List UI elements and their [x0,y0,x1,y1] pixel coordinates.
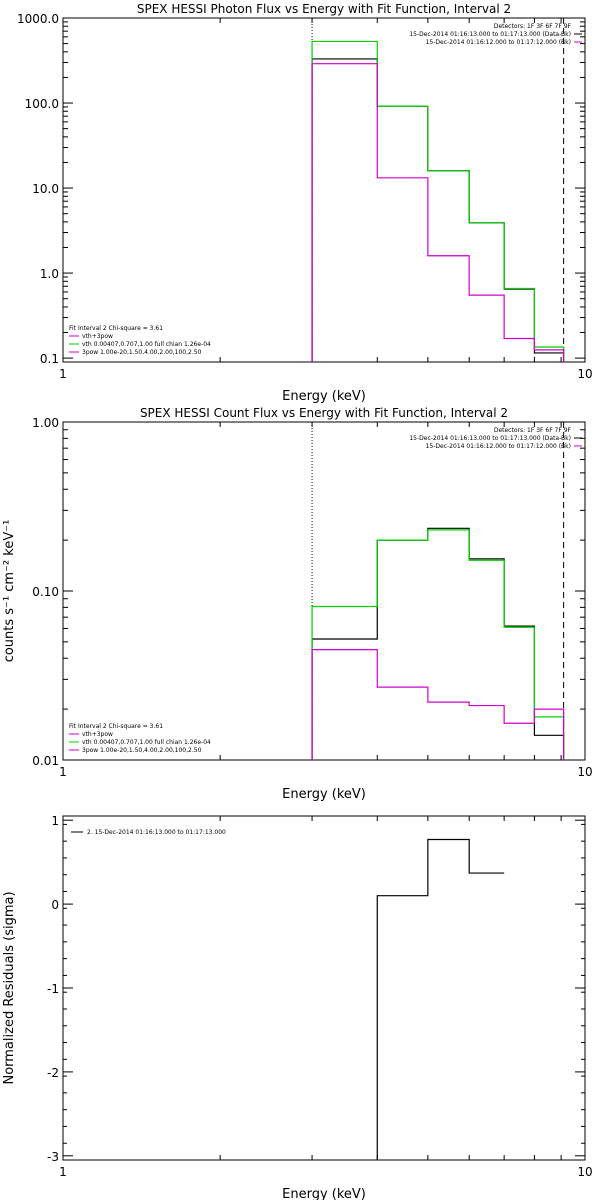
y-tick-label: -1 [47,982,59,996]
legend-bottom-entry: 3pow 1.00e-20,1.50,4.00,2.00,100,2.50 [82,747,202,754]
x-tick-label: 10 [577,765,592,779]
plot-frame [62,421,586,761]
series-line-0 [376,838,505,1160]
y-tick-label: 10.0 [32,182,59,196]
series-line-1 [311,529,565,760]
x-tick-label: 1 [59,1165,67,1179]
legend-top-entry: 15-Dec-2014 01:16:12.000 to 01:17:12.000… [426,443,571,450]
legend-fit-title: Fit Interval 2 Chi-square = 3.61 [69,723,163,730]
residuals-panel: 1 10 Energy (keV) -3 -2 -1 0 1 Normalized Residu… [2,814,593,1200]
x-tick-label: 1 [59,765,67,779]
x-tick-label: 10 [577,1165,592,1179]
x-axis-label: Energy (keV) [282,1187,366,1200]
y-tick-label: 100.0 [25,97,59,111]
y-tick-label: -3 [47,1150,59,1164]
chart-title: SPEX HESSI Photon Flux vs Energy with Fi… [137,2,511,16]
x-tick-label: 1 [59,367,67,381]
legend-top-entry: 15-Dec-2014 01:16:13.000 to 01:17:13.000… [409,435,571,442]
legend-top-entry: 15-Dec-2014 01:16:13.000 to 01:17:13.000… [409,31,571,38]
legend-entry: 2. 15-Dec-2014 01:16:13.000 to 01:17:13.… [87,829,226,836]
legend-bottom-entry: 3pow 1.00e-20,1.50,4.00,2.00,100,2.50 [82,349,202,356]
series-line-0 [311,527,565,760]
chart-title: SPEX HESSI Count Flux vs Energy with Fit… [140,406,508,420]
legend-bottom-entry: vth 0.00407,0.707,1.00 full chian 1.26e-… [82,739,211,746]
series-line-2 [311,649,565,760]
y-tick-label: 1000.0 [17,12,59,26]
photon-flux-panel: SPEX HESSI Photon Flux vs Energy with Fi… [17,2,593,404]
y-tick-label: 0 [51,898,59,912]
y-tick-label: 1.0 [40,267,59,281]
y-tick-label: 0.10 [32,585,59,599]
series-line-2 [311,63,565,362]
count-flux-panel: SPEX HESSI Count Flux vs Energy with Fit… [2,406,593,802]
y-axis-label: Normalized Residuals (sigma) [2,891,17,1084]
legend-bottom-entry: vth+3pow [82,731,113,738]
y-axis-label: counts s⁻¹ cm⁻² keV⁻¹ [2,520,17,663]
legend-top-entry: 15-Dec-2014 01:16:12.000 to 01:17:12.000… [426,39,571,46]
x-axis-label: Energy (keV) [282,389,366,404]
y-tick-label: 1.00 [32,416,59,430]
y-tick-label: 0.1 [40,352,59,366]
y-tick-label: 1 [51,814,59,828]
legend-top-entry: Detectors: 1F 3F 6F 7F 9F [494,23,572,30]
x-tick-label: 10 [577,367,592,381]
series-line-1 [311,40,565,362]
legend-bottom-entry: vth 0.00407,0.707,1.00 full chian 1.26e-… [82,341,211,348]
plot-frame [62,17,586,363]
legend-top-entry: Detectors: 1F 3F 6F 7F 9F [494,427,572,434]
legend-bottom-entry: vth+3pow [82,333,113,340]
x-axis-label: Energy (keV) [282,787,366,802]
legend-fit-title: Fit Interval 2 Chi-square = 3.61 [69,325,163,332]
series-line-0 [311,58,565,362]
y-tick-label: 0.01 [32,754,59,768]
y-tick-label: -2 [47,1066,59,1080]
plot-frame [62,815,586,1161]
